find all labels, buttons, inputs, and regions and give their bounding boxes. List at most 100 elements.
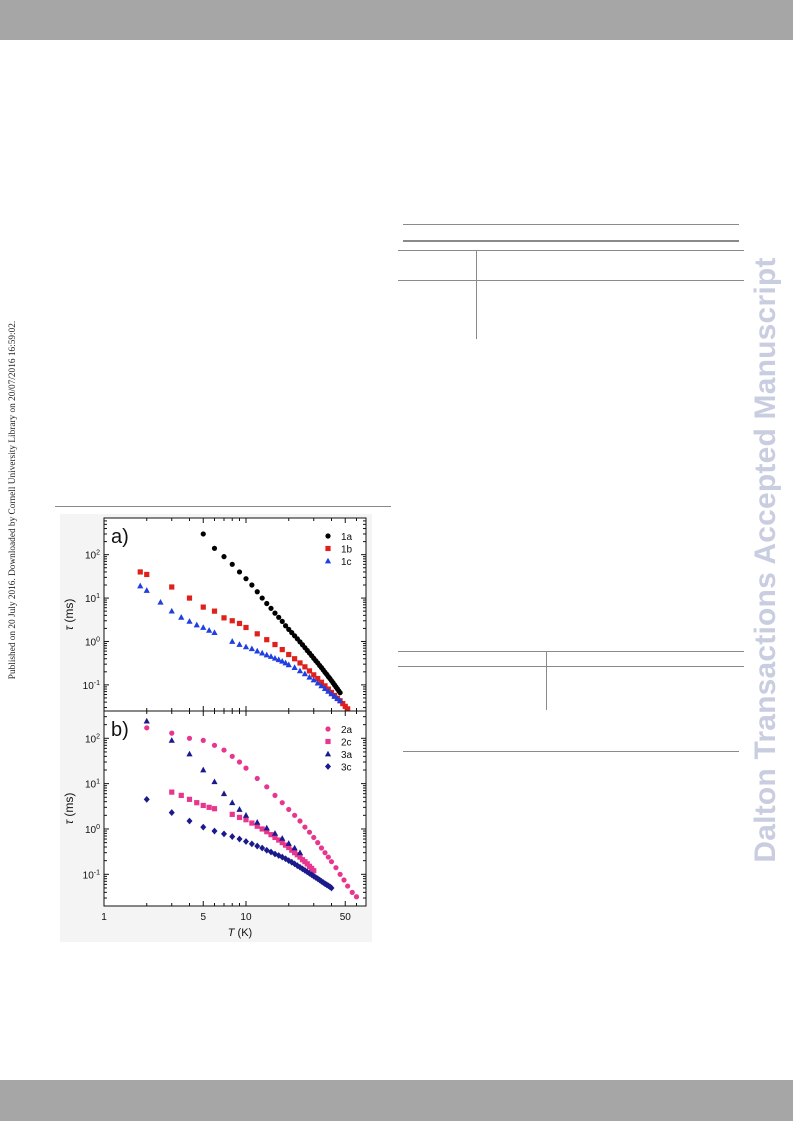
data-point-2a — [311, 834, 317, 841]
data-point-2c — [249, 820, 255, 826]
data-point-1b — [292, 656, 298, 662]
data-point-1c — [310, 676, 317, 683]
table1-row-rule — [398, 250, 744, 251]
panel-label-a: a) — [111, 526, 129, 548]
table1-header-rule — [403, 240, 739, 242]
data-point-1b — [221, 615, 227, 621]
data-point-2c — [178, 792, 184, 799]
data-point-2c — [194, 800, 200, 806]
data-point-1c — [248, 645, 255, 652]
x-tick-label: 5 — [200, 912, 206, 923]
watermark-text: Dalton Transactions Accepted Manuscript — [749, 257, 782, 863]
data-point-3c — [301, 866, 308, 874]
data-point-1b — [254, 631, 260, 637]
data-point-1a — [236, 569, 243, 575]
data-point-2c — [292, 850, 298, 856]
data-point-3a — [271, 830, 279, 836]
data-point-2c — [169, 789, 175, 795]
data-point-1a — [276, 614, 282, 620]
plot-frame-a — [103, 517, 367, 712]
data-point-1b — [137, 569, 143, 575]
data-point-1c — [306, 673, 313, 680]
data-point-1b — [286, 651, 292, 658]
data-point-2a — [279, 800, 285, 806]
data-point-1c — [186, 618, 193, 624]
data-point-2a — [297, 818, 303, 824]
table2-bottom-rule — [403, 751, 739, 752]
data-point-1c — [267, 653, 275, 659]
data-point-2c — [200, 802, 206, 809]
legend-marker-1c — [324, 557, 332, 564]
data-point-1c — [331, 693, 338, 699]
x-axis-label: T (K) — [228, 927, 252, 939]
data-point-2c — [254, 823, 260, 829]
data-point-1c — [178, 614, 185, 620]
shared-x-axis: 1 5 10 50 T (K) — [101, 912, 351, 939]
legend-marker-1b — [325, 545, 331, 552]
data-point-3a — [242, 812, 250, 818]
legend-marker-3a — [324, 750, 332, 757]
legend-label-1a: 1a — [341, 532, 353, 543]
data-point-3c — [310, 872, 317, 880]
data-point-1b — [200, 604, 206, 610]
page-footer-band — [0, 1080, 793, 1121]
data-point-1b — [279, 646, 285, 653]
data-point-3a — [296, 849, 304, 856]
data-point-1c — [229, 638, 236, 644]
data-point-1c — [321, 685, 329, 692]
x-tick-label: 50 — [340, 912, 352, 923]
data-point-1a — [268, 605, 274, 611]
data-point-2a — [221, 747, 227, 753]
data-point-3c — [221, 830, 228, 838]
y-tick-label-b: 100 — [85, 824, 100, 836]
y-tick-label-b: 101 — [85, 779, 100, 791]
data-point-2a — [286, 806, 292, 813]
y-tick-label-a: 102 — [85, 550, 100, 562]
data-point-3a — [229, 799, 236, 806]
y-tick-label-b: 10-1 — [83, 869, 100, 881]
legend-label-3c: 3c — [341, 763, 352, 774]
legend-label-1c: 1c — [341, 557, 352, 568]
data-point-1c — [318, 682, 325, 689]
legend-marker-3c — [325, 763, 331, 770]
data-point-2a — [243, 765, 249, 771]
x-tick-label: 10 — [240, 912, 252, 923]
data-point-2c — [311, 868, 317, 874]
data-point-1c — [143, 587, 150, 593]
data-point-1b — [229, 618, 235, 624]
data-point-1b — [272, 641, 278, 648]
data-point-2c — [236, 814, 243, 820]
data-point-1a — [259, 595, 265, 601]
data-point-1a — [229, 561, 235, 567]
legend-marker-2c — [325, 738, 331, 745]
y-axis-label-b: τ (ms) — [62, 793, 76, 825]
table2-column-divider — [546, 652, 547, 710]
data-point-1b — [236, 620, 243, 627]
data-point-3c — [254, 842, 261, 850]
data-point-2a — [341, 877, 347, 883]
data-point-2c — [243, 817, 249, 823]
data-point-1b — [169, 584, 175, 590]
data-point-2c — [264, 829, 270, 835]
data-point-2c — [259, 826, 265, 832]
data-point-2a — [169, 730, 175, 736]
y-axis-label-a: τ (ms) — [62, 599, 76, 631]
x-tick-label: 1 — [101, 912, 107, 923]
legend-label-1b: 1b — [341, 545, 353, 556]
data-point-3a — [236, 806, 243, 812]
data-point-3a — [285, 840, 292, 846]
data-point-1c — [301, 670, 309, 677]
data-point-2a — [353, 894, 360, 900]
data-point-1b — [315, 675, 321, 682]
data-point-2a — [186, 735, 193, 741]
data-point-1c — [328, 690, 335, 697]
y-tick-label-a: 100 — [85, 636, 100, 648]
data-point-2a — [264, 784, 270, 790]
data-point-2c — [206, 804, 212, 810]
data-point-2c — [282, 842, 289, 848]
data-point-1b — [302, 664, 308, 670]
data-point-1c — [296, 667, 304, 674]
data-point-2a — [333, 865, 339, 871]
data-point-1c — [259, 649, 266, 656]
